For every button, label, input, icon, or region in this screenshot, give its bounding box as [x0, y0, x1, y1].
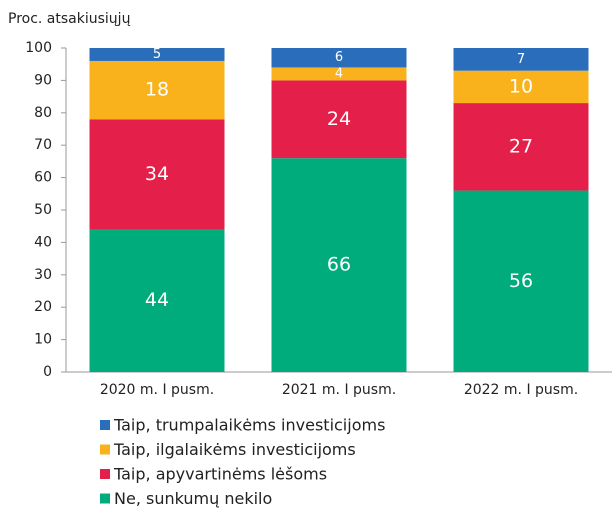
- segment-label: 56: [509, 270, 533, 292]
- segment-label: 6: [335, 50, 343, 65]
- legend-swatch: [100, 420, 110, 430]
- y-tick-label: 100: [25, 40, 52, 56]
- bar-segment: [89, 60, 225, 120]
- segment-label: 24: [327, 108, 351, 130]
- x-tick-label: 2022 m. I pusm.: [464, 382, 578, 398]
- legend-swatch: [100, 493, 110, 504]
- segment-label: 5: [153, 47, 161, 62]
- y-tick-label: 30: [34, 267, 52, 283]
- bar-segment: [271, 80, 407, 159]
- bar-segment: [89, 229, 225, 372]
- legend-label: Taip, ilgalaikėms investicijoms: [113, 440, 356, 459]
- bar-segment: [453, 48, 589, 71]
- y-tick-label: 70: [34, 137, 52, 153]
- y-tick-label: 60: [34, 170, 52, 186]
- segment-label: 7: [517, 52, 525, 67]
- bar-segment: [271, 158, 407, 372]
- segment-label: 27: [509, 135, 533, 157]
- bar-segment: [453, 190, 589, 372]
- y-tick-label: 40: [34, 234, 52, 250]
- segment-label: 66: [327, 254, 351, 276]
- segment-label: 44: [145, 289, 169, 311]
- x-tick-label: 2021 m. I pusm.: [282, 382, 396, 398]
- bar-segment: [271, 48, 407, 68]
- y-tick-label: 0: [43, 364, 52, 380]
- segment-label: 4: [335, 66, 343, 81]
- legend-label: Taip, trumpalaikėms investicijoms: [113, 416, 385, 435]
- y-tick-label: 50: [34, 202, 52, 218]
- legend-label: Ne, sunkumų nekilo: [114, 489, 272, 508]
- y-tick-label: 90: [34, 72, 52, 88]
- bar-segment: [453, 103, 589, 191]
- y-axis-label: Proc. atsakiusiųjų: [8, 11, 131, 27]
- y-tick-label: 10: [34, 332, 52, 348]
- y-tick-label: 20: [34, 299, 52, 315]
- segment-label: 18: [145, 79, 169, 101]
- segment-label: 34: [145, 163, 169, 185]
- legend-label: Taip, apyvartinėms lėšoms: [113, 465, 327, 484]
- bar-segment: [89, 48, 225, 61]
- y-tick-label: 80: [34, 105, 52, 121]
- bar-segment: [89, 119, 225, 230]
- legend-swatch: [100, 444, 110, 455]
- x-tick-label: 2020 m. I pusm.: [100, 382, 214, 398]
- bar-segment: [453, 70, 589, 104]
- legend-swatch: [100, 469, 110, 479]
- bar-segment: [271, 67, 407, 81]
- segment-label: 10: [509, 75, 533, 97]
